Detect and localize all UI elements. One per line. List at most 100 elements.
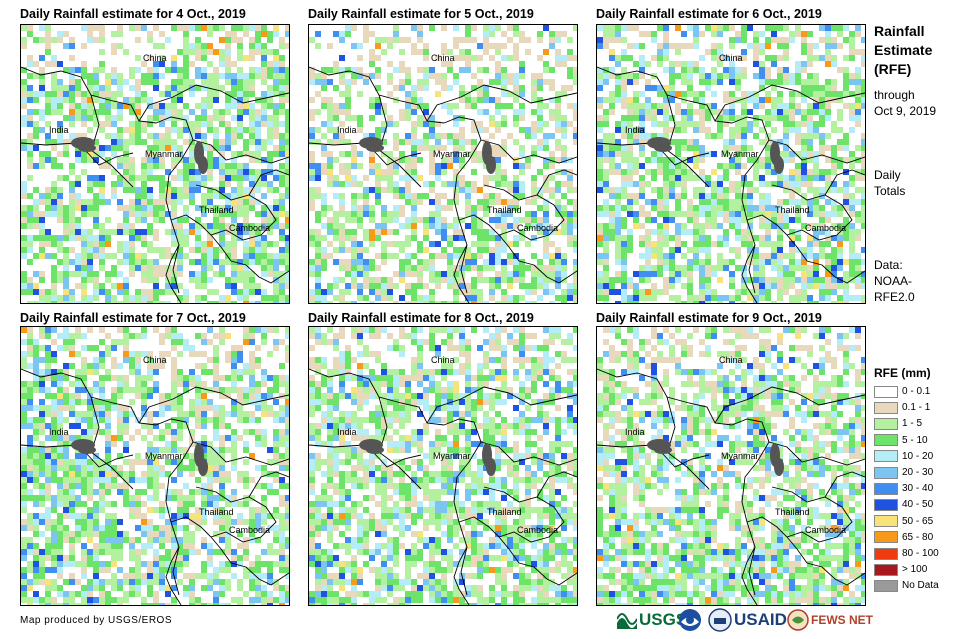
rain-cell	[69, 411, 75, 417]
rain-cell	[741, 193, 747, 199]
border-line	[480, 139, 577, 164]
rain-cell	[69, 247, 75, 253]
rain-cell	[483, 25, 489, 31]
rain-cell	[279, 253, 285, 259]
rain-cell	[273, 259, 279, 265]
rain-cell	[561, 145, 567, 151]
rain-cell	[219, 247, 225, 253]
rain-cell	[57, 375, 63, 381]
rain-cell	[537, 73, 543, 79]
rain-cell	[309, 79, 315, 85]
rain-cell	[201, 453, 207, 459]
rain-cell	[399, 115, 405, 121]
rain-cell	[105, 301, 111, 303]
rain-cell	[381, 169, 387, 175]
rain-cell	[357, 217, 363, 223]
rain-cell	[405, 157, 411, 163]
rain-cell	[171, 393, 177, 399]
rain-cell	[273, 441, 279, 447]
rain-cell	[159, 43, 165, 49]
rain-cell	[141, 241, 147, 247]
rain-cell	[285, 67, 289, 73]
rain-cell	[621, 289, 627, 295]
rain-cell	[639, 145, 645, 151]
rain-cell	[633, 43, 639, 49]
rain-cell	[693, 151, 699, 157]
rain-cell	[159, 91, 165, 97]
rain-cell	[87, 477, 93, 483]
rain-cell	[81, 271, 87, 277]
rain-cell	[339, 37, 345, 43]
rain-cell	[525, 289, 531, 295]
rain-cell	[459, 259, 465, 265]
rain-cell	[219, 375, 225, 381]
rain-cell	[447, 139, 453, 145]
rain-cell	[663, 229, 669, 235]
rain-cell	[183, 115, 189, 121]
rain-cell	[843, 37, 849, 43]
rain-cell	[153, 259, 159, 265]
rain-cell	[273, 447, 279, 453]
rain-cell	[663, 289, 669, 295]
rain-cell	[183, 67, 189, 73]
rain-cell	[177, 193, 183, 199]
rain-cell	[207, 369, 213, 375]
rain-cell	[183, 31, 189, 37]
rain-cell	[315, 163, 321, 169]
rain-cell	[561, 301, 567, 303]
rain-cell	[51, 417, 57, 423]
rain-cell	[807, 103, 813, 109]
rain-cell	[285, 193, 289, 199]
rain-cell	[111, 67, 117, 73]
rain-cell	[51, 103, 57, 109]
rain-cell	[63, 235, 69, 241]
rain-cell	[339, 151, 345, 157]
rain-cell	[459, 235, 465, 241]
rain-cell	[219, 423, 225, 429]
rain-cell	[285, 453, 289, 459]
rain-cell	[237, 223, 243, 229]
rain-cell	[717, 277, 723, 283]
rain-cell	[141, 351, 147, 357]
rain-cell	[63, 295, 69, 301]
rain-cell	[189, 79, 195, 85]
rain-cell	[855, 115, 861, 121]
rain-cell	[777, 151, 783, 157]
rain-cell	[333, 103, 339, 109]
rain-cell	[237, 289, 243, 295]
rain-cell	[165, 103, 171, 109]
rain-cell	[819, 187, 825, 193]
rain-cell	[273, 169, 279, 175]
rain-cell	[735, 121, 741, 127]
rain-cell	[645, 79, 651, 85]
rain-cell	[687, 277, 693, 283]
rain-cell	[243, 31, 249, 37]
rain-cell	[489, 133, 495, 139]
rain-cell	[99, 109, 105, 115]
rain-cell	[663, 97, 669, 103]
rain-cell	[195, 295, 201, 301]
rain-cell	[315, 253, 321, 259]
rain-cell	[801, 157, 807, 163]
rain-cell	[369, 283, 375, 289]
rain-cell	[75, 181, 81, 187]
rain-cell	[369, 169, 375, 175]
rain-cell	[27, 283, 33, 289]
rain-cell	[105, 163, 111, 169]
rain-cell	[807, 187, 813, 193]
rain-cell	[597, 175, 603, 181]
rain-cell	[309, 115, 315, 121]
rain-cell	[639, 61, 645, 67]
rain-cell	[819, 133, 825, 139]
rain-cell	[57, 151, 63, 157]
rain-cell	[405, 169, 411, 175]
rain-cell	[309, 271, 315, 277]
rain-cell	[813, 43, 819, 49]
rain-cell	[681, 223, 687, 229]
rain-cell	[333, 31, 339, 37]
rain-cell	[141, 193, 147, 199]
rain-cell	[87, 369, 93, 375]
border-line	[741, 244, 758, 303]
rain-cell	[99, 405, 105, 411]
rain-cell	[117, 271, 123, 277]
